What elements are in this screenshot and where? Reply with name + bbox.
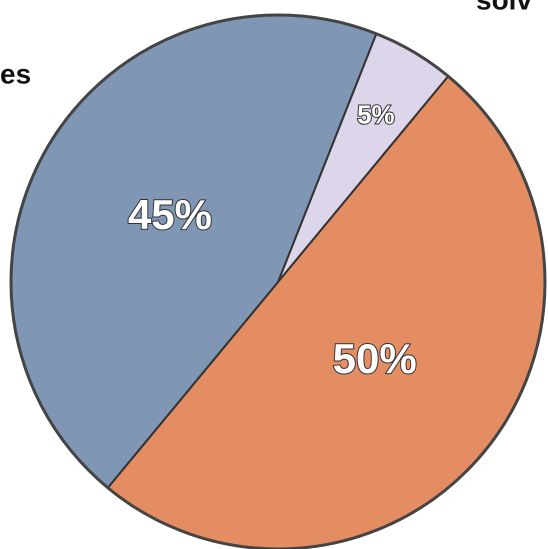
value-label: 50% [333, 335, 417, 382]
value-label: 5% [357, 99, 395, 129]
annotation: solv [476, 0, 532, 15]
pie-outline [9, 13, 547, 549]
value-label: 45% [128, 191, 212, 238]
pie [9, 13, 547, 549]
annotation: es [0, 58, 31, 89]
